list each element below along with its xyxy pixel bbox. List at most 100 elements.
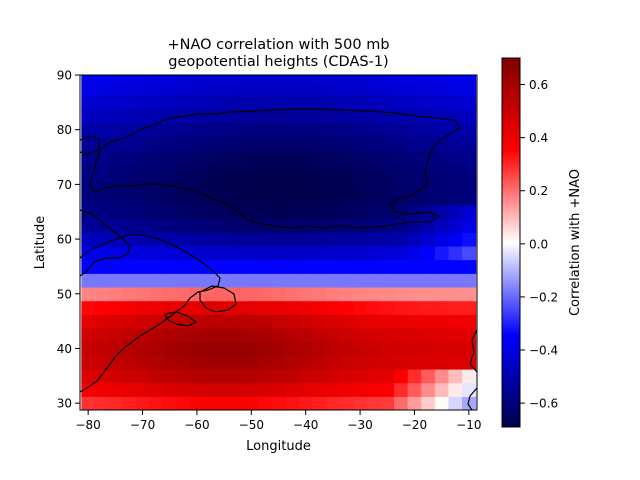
heatmap-cell	[462, 122, 477, 138]
heatmap-cell	[394, 300, 409, 315]
x-tick-label: −80	[75, 418, 100, 432]
heatmap-cell	[149, 300, 164, 315]
heatmap-cell	[353, 232, 368, 247]
heatmap-cell	[339, 191, 354, 206]
heatmap-cell	[203, 382, 218, 397]
heatmap-cell	[285, 355, 300, 370]
heatmap-cell	[380, 191, 395, 206]
colorbar-ticks: −0.6 −0.4 −0.2 0.0 0.2 0.4 0.6	[520, 78, 558, 411]
heatmap-cell	[190, 314, 205, 329]
heatmap-cell	[353, 122, 368, 138]
heatmap-cell	[230, 122, 246, 138]
heatmap-cell	[203, 314, 218, 329]
heatmap-cell	[176, 300, 191, 315]
heatmap-cell	[339, 314, 354, 329]
heatmap-cell	[176, 122, 191, 138]
heatmap-cell	[326, 327, 341, 343]
heatmap-cell	[380, 396, 395, 410]
heatmap-cell	[285, 95, 300, 110]
heatmap-cell	[407, 286, 422, 302]
heatmap-cell	[407, 150, 422, 165]
heatmap-cell	[108, 259, 123, 274]
heatmap-cell	[298, 136, 314, 151]
heatmap-cell	[122, 109, 137, 124]
heatmap-cell	[407, 368, 422, 384]
heatmap-cell	[190, 396, 205, 410]
heatmap-cell	[94, 300, 110, 315]
heatmap-cell	[244, 191, 259, 206]
x-tick-label: −70	[130, 418, 155, 432]
heatmap-cell	[434, 368, 450, 384]
heatmap-cell	[407, 177, 422, 192]
heatmap-cell	[81, 341, 96, 356]
heatmap-cell	[108, 95, 123, 110]
heatmap-cell	[94, 273, 110, 288]
heatmap-cell	[312, 109, 327, 124]
heatmap-cell	[312, 218, 327, 233]
heatmap-cell	[176, 204, 191, 220]
heatmap-cell	[122, 81, 137, 97]
heatmap-cell	[149, 327, 164, 343]
heatmap-cell	[162, 191, 178, 206]
heatmap-cell	[271, 81, 286, 97]
heatmap-cell	[149, 273, 164, 288]
heatmap-cell	[258, 163, 273, 179]
heatmap-cell	[81, 300, 96, 315]
colorbar-tick-label: 0.0	[529, 237, 548, 251]
heatmap-cell	[203, 232, 218, 247]
heatmap-cell	[203, 368, 218, 384]
heatmap-cell	[462, 163, 477, 179]
heatmap-cell	[108, 191, 123, 206]
heatmap-cell	[217, 81, 232, 97]
heatmap-cell	[298, 163, 314, 179]
heatmap-cell	[434, 218, 450, 233]
heatmap-cell	[353, 341, 368, 356]
heatmap-cell	[326, 300, 341, 315]
heatmap-cell	[462, 109, 477, 124]
heatmap-cell	[176, 327, 191, 343]
heatmap-cell	[244, 300, 259, 315]
heatmap-cell	[285, 136, 300, 151]
heatmap-cell	[162, 81, 178, 97]
heatmap-cell	[339, 300, 354, 315]
heatmap-cell	[162, 136, 178, 151]
heatmap-cell	[434, 286, 450, 302]
heatmap-cell	[149, 75, 164, 83]
heatmap-cell	[298, 355, 314, 370]
heatmap-cell	[162, 204, 178, 220]
heatmap-cell	[81, 204, 96, 220]
heatmap-cell	[462, 382, 477, 397]
heatmap-cell	[81, 314, 96, 329]
heatmap-cell	[149, 245, 164, 261]
heatmap-cell	[244, 396, 259, 410]
heatmap-cell	[298, 150, 314, 165]
x-tick-label: −60	[184, 418, 209, 432]
heatmap-cell	[203, 177, 218, 192]
heatmap-cell	[366, 341, 382, 356]
heatmap-cell	[353, 286, 368, 302]
heatmap-cell	[217, 341, 232, 356]
heatmap-cell	[271, 314, 286, 329]
y-tick-label: 90	[57, 69, 72, 83]
heatmap-cell	[149, 259, 164, 274]
heatmap-cell	[258, 368, 273, 384]
heatmap-cell	[94, 382, 110, 397]
heatmap-cell	[285, 122, 300, 138]
heatmap-cell	[190, 327, 205, 343]
heatmap-cell	[203, 259, 218, 274]
heatmap-cell	[244, 150, 259, 165]
heatmap-cell	[353, 136, 368, 151]
heatmap-cell	[421, 300, 436, 315]
heatmap-cell	[217, 245, 232, 261]
heatmap-cell	[81, 232, 96, 247]
heatmap-cell	[230, 136, 246, 151]
heatmap-cell	[434, 382, 450, 397]
heatmap-cell	[339, 122, 354, 138]
heatmap-cell	[339, 163, 354, 179]
heatmap-cell	[135, 382, 150, 397]
heatmap-cell	[122, 136, 137, 151]
heatmap-cell	[162, 382, 178, 397]
heatmap-cell	[448, 314, 463, 329]
heatmap-cell	[122, 382, 137, 397]
heatmap-cell	[448, 300, 463, 315]
